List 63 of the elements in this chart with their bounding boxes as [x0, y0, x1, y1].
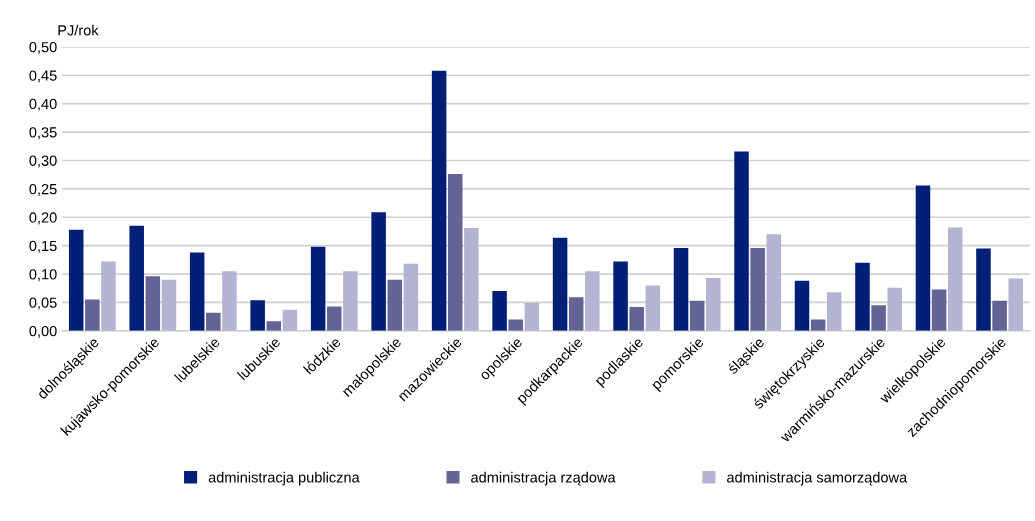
bar [887, 287, 902, 331]
bar [403, 263, 419, 331]
y-tick-label: 0,25 [29, 183, 57, 197]
bar [552, 237, 568, 331]
bar [992, 300, 1007, 331]
bar [464, 228, 479, 331]
bar [734, 151, 749, 331]
legend-label: administracja samorządowa [727, 471, 908, 486]
bar [161, 279, 177, 331]
y-tick-label: 0,15 [29, 240, 57, 253]
bar [266, 321, 282, 331]
bar [310, 246, 326, 331]
y-tick-label: 0,10 [29, 269, 57, 282]
bar [585, 271, 600, 331]
bar [766, 234, 782, 331]
bar [129, 225, 144, 331]
bar [524, 303, 540, 331]
bar [976, 248, 991, 331]
bar [492, 291, 507, 331]
bar [689, 300, 705, 331]
bar [371, 212, 386, 331]
bar [827, 292, 842, 331]
bar [915, 185, 931, 331]
bar [222, 271, 237, 331]
bar [629, 306, 644, 331]
y-tick-label: 0,20 [29, 212, 57, 225]
bar [871, 305, 886, 331]
bar [947, 227, 963, 331]
y-axis-title: PJ/rok [58, 24, 99, 36]
bar [145, 276, 161, 331]
bar [931, 289, 947, 331]
bar [85, 299, 100, 331]
bar [568, 297, 584, 331]
bar [1008, 278, 1023, 331]
bar [327, 306, 342, 331]
y-tick-label: 0,30 [29, 155, 57, 168]
bar [68, 229, 84, 331]
bar [189, 252, 205, 331]
bar [282, 309, 298, 331]
bar [673, 247, 689, 331]
bar [101, 261, 116, 331]
bar [855, 262, 870, 331]
bar [508, 319, 523, 331]
bar [706, 278, 721, 331]
y-tick-label: 0,50 [29, 41, 57, 55]
y-tick-label: 0,05 [29, 297, 57, 310]
legend-label: administracja publiczna [208, 471, 360, 486]
bar [387, 279, 403, 331]
legend-label: administracja rządowa [471, 471, 616, 486]
bar [750, 247, 765, 331]
bar [343, 271, 358, 331]
bar [206, 312, 221, 331]
y-tick-label: 0,45 [29, 70, 57, 83]
bar [431, 70, 447, 331]
y-tick-label: 0,35 [29, 127, 57, 140]
bar [613, 261, 628, 331]
bar [794, 280, 810, 331]
bar [447, 174, 463, 331]
bar [645, 285, 661, 331]
bar [250, 300, 265, 331]
bar [810, 319, 826, 331]
y-tick-label: 0,40 [29, 98, 57, 111]
y-tick-label: 0,00 [29, 325, 57, 338]
